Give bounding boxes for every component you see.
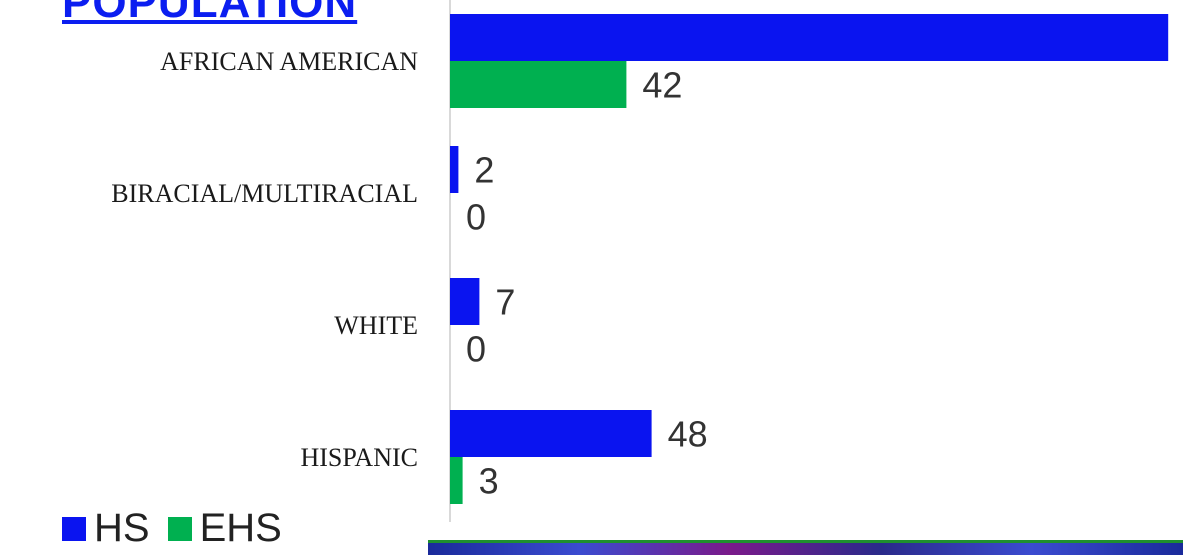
- legend-label-hs: HS: [94, 506, 150, 550]
- value-label-hs-hispanic: 48: [668, 414, 708, 455]
- bar-hs-african-american: [450, 14, 1169, 61]
- value-label-ehs-biracial-multiracial: 0: [466, 197, 486, 238]
- value-label-hs-white: 7: [495, 282, 515, 323]
- category-label-african-american: AFRICAN AMERICAN: [160, 47, 418, 76]
- category-label-biracial-multiracial: BIRACIAL/MULTIRACIAL: [111, 179, 418, 208]
- legend-item-hs: HS: [62, 506, 150, 551]
- category-label-white: WHITE: [334, 311, 418, 340]
- value-label-ehs-white: 0: [466, 329, 486, 370]
- embedded-video-thumbnail[interactable]: [428, 540, 1183, 555]
- labels-layer: AFRICAN AMERICAN17142BIRACIAL/MULTIRACIA…: [111, 47, 708, 502]
- bar-hs-hispanic: [450, 410, 652, 457]
- category-label-hispanic: HISPANIC: [300, 443, 418, 472]
- legend: HS EHS: [62, 506, 300, 551]
- value-label-ehs-hispanic: 3: [479, 461, 499, 502]
- bars-layer: [450, 14, 1169, 504]
- legend-label-ehs: EHS: [199, 506, 282, 550]
- page-title: POPULATION: [62, 0, 358, 27]
- bar-hs-white: [450, 278, 480, 325]
- value-label-hs-biracial-multiracial: 2: [474, 150, 494, 191]
- bar-hs-biracial-multiracial: [450, 146, 459, 193]
- legend-item-ehs: EHS: [167, 506, 282, 551]
- legend-swatch-ehs: [167, 516, 192, 541]
- bar-ehs-african-american: [450, 61, 627, 108]
- legend-swatch-hs: [62, 516, 86, 541]
- value-label-ehs-african-american: 42: [642, 65, 682, 106]
- bar-ehs-hispanic: [450, 457, 463, 504]
